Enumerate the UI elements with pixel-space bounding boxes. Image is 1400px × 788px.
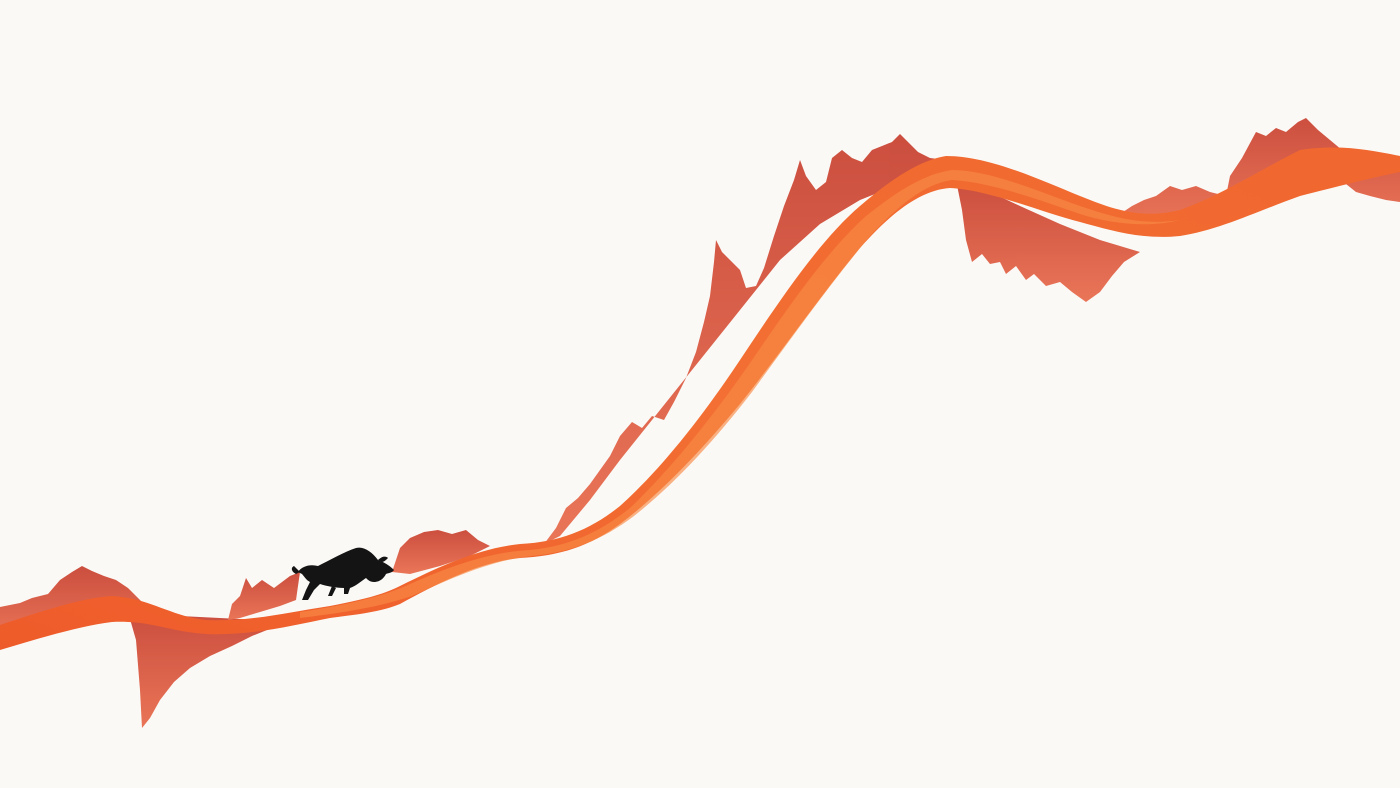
bull-silhouette-icon bbox=[291, 547, 394, 600]
ribbon-highlight bbox=[300, 170, 1180, 618]
ribbon-main bbox=[0, 147, 1400, 651]
